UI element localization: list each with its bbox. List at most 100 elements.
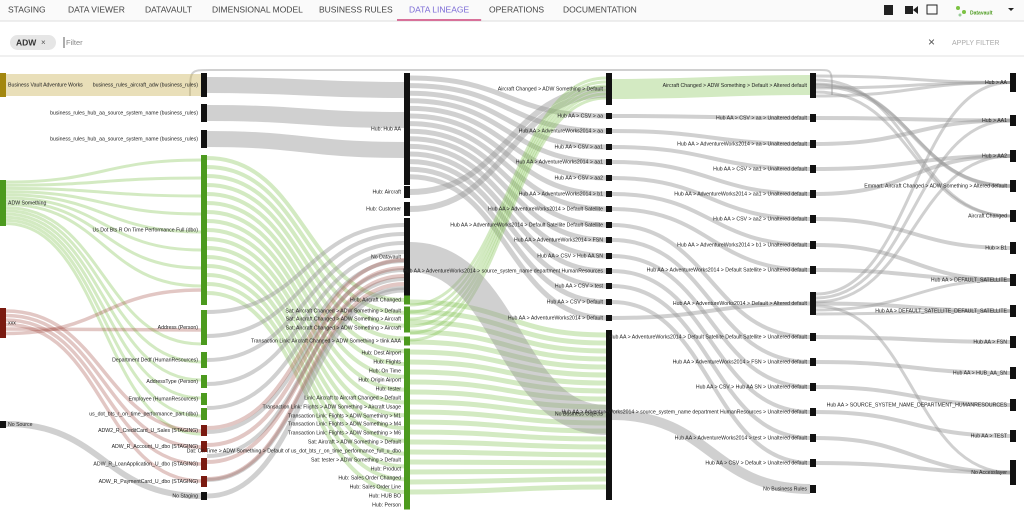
lineage-node[interactable] [201,310,207,345]
lineage-node[interactable] [606,237,612,243]
lineage-node[interactable] [404,295,410,305]
lineage-node[interactable] [201,458,207,470]
nav-tab[interactable]: BUSINESS RULES [319,4,393,14]
lineage-node[interactable] [810,358,816,366]
lineage-node[interactable] [404,464,410,474]
nav-tab[interactable]: OPERATIONS [489,4,544,14]
lineage-node[interactable] [1010,115,1016,126]
lineage-node[interactable] [1010,274,1016,286]
lineage-node[interactable] [810,434,816,442]
lineage-node[interactable] [606,159,612,165]
lineage-node[interactable] [404,218,410,296]
lineage-node[interactable] [404,384,410,394]
lineage-node[interactable] [810,114,816,122]
lineage-node[interactable] [404,306,410,316]
lineage-node[interactable] [810,333,816,341]
lineage-node[interactable] [810,165,816,173]
clear-filter[interactable]: × [928,35,935,49]
lineage-node[interactable] [1010,399,1016,411]
lineage-node[interactable] [201,476,207,487]
lineage-node[interactable] [404,491,410,501]
lineage-node[interactable] [1010,460,1016,485]
nav-tab[interactable]: STAGING [8,4,46,14]
lineage-node[interactable] [606,299,612,305]
lineage-node[interactable] [810,292,816,315]
lineage-node[interactable] [404,437,410,447]
lineage-node[interactable] [201,425,207,436]
lineage-node[interactable] [606,73,612,105]
lineage-node[interactable] [810,215,816,223]
lineage-node[interactable] [201,441,207,452]
lineage-node[interactable] [404,202,410,216]
lineage-node[interactable] [404,402,410,412]
lineage-node[interactable] [606,330,612,500]
lineage-node[interactable] [201,492,207,500]
lineage-node[interactable] [1010,180,1016,192]
lineage-node[interactable] [606,315,612,321]
lineage-node[interactable] [810,140,816,148]
lineage-node[interactable] [606,253,612,259]
lineage-node[interactable] [606,113,612,119]
lineage-node[interactable] [0,421,6,428]
nav-tab[interactable]: DATA LINEAGE [409,4,469,14]
lineage-node[interactable] [606,222,612,228]
lineage-node[interactable] [606,268,612,274]
lineage-node[interactable] [404,446,410,456]
lineage-node[interactable] [606,144,612,150]
lineage-node[interactable] [1010,210,1016,222]
nav-tab[interactable]: DATAVAULT [145,4,192,14]
lineage-node[interactable] [404,428,410,438]
lineage-node[interactable] [606,191,612,197]
lineage-node[interactable] [404,419,410,429]
lineage-node[interactable] [404,336,410,346]
lineage-node[interactable] [1010,242,1016,254]
nav-tab[interactable]: DIMENSIONAL MODEL [212,4,303,14]
lineage-node[interactable] [404,366,410,376]
lineage-node[interactable] [404,482,410,492]
lineage-node[interactable] [201,104,207,122]
lineage-node[interactable] [404,323,410,333]
lineage-node[interactable] [201,393,207,405]
lineage-node[interactable] [201,73,207,97]
lineage-node[interactable] [404,186,410,198]
lineage-node[interactable] [810,383,816,391]
lineage-node[interactable] [606,128,612,134]
lineage-node[interactable] [404,348,410,358]
lineage-node[interactable] [810,266,816,274]
lineage-node[interactable] [1010,305,1016,317]
lineage-node[interactable] [201,408,207,420]
lineage-node[interactable] [404,455,410,465]
lineage-node[interactable] [0,308,6,338]
lineage-node[interactable] [201,155,207,305]
lineage-node[interactable] [1010,336,1016,348]
lineage-node[interactable] [404,314,410,324]
lineage-node[interactable] [404,73,410,185]
lineage-node[interactable] [810,73,816,98]
lineage-node[interactable] [404,411,410,421]
lineage-node[interactable] [810,241,816,249]
apply-filter-button[interactable]: APPLY FILTER [952,40,999,47]
video-icon[interactable] [905,6,913,14]
lineage-node[interactable] [810,408,816,416]
menu-caret[interactable] [1008,8,1014,11]
lineage-node[interactable] [404,500,410,510]
nav-tab[interactable]: DATA VIEWER [68,4,125,14]
lineage-node[interactable] [1010,430,1016,442]
lineage-node[interactable] [201,375,207,388]
lineage-node[interactable] [0,73,6,97]
lineage-node[interactable] [810,485,816,493]
lineage-node[interactable] [810,190,816,198]
lineage-node[interactable] [404,473,410,483]
lineage-node[interactable] [1010,150,1016,162]
lineage-node[interactable] [0,180,6,226]
lineage-node[interactable] [606,283,612,289]
help-icon[interactable] [926,4,938,15]
lineage-node[interactable] [201,130,207,148]
lineage-node[interactable] [606,175,612,181]
lineage-node[interactable] [404,357,410,367]
lineage-node[interactable] [810,459,816,467]
nav-tab[interactable]: DOCUMENTATION [563,4,637,14]
lineage-node[interactable] [606,206,612,212]
lineage-node[interactable] [1010,367,1016,379]
lineage-node[interactable] [404,393,410,403]
